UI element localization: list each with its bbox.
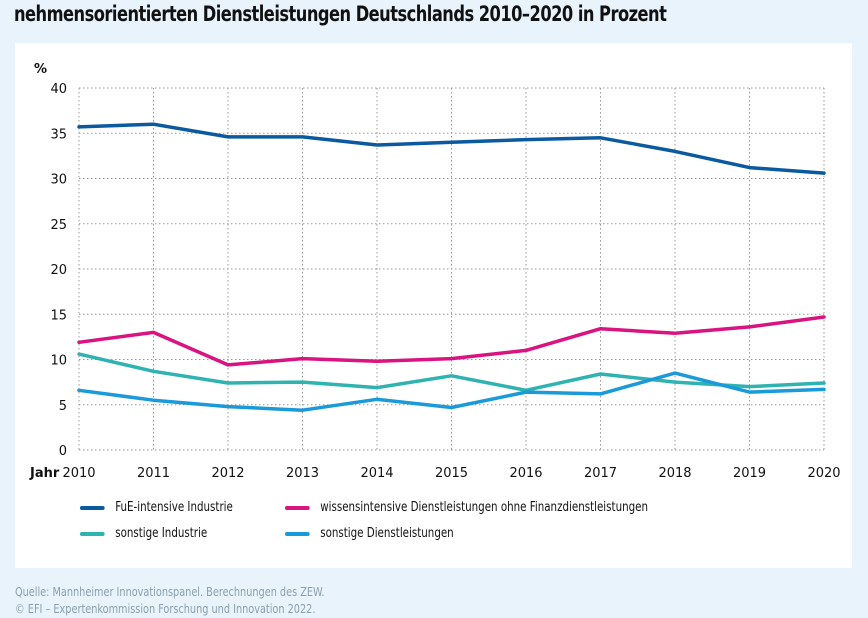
- legend-label: FuE-intensive Industrie: [115, 500, 233, 515]
- legend-label: sonstige Dienstleistungen: [320, 526, 454, 541]
- legend-item-sonstige-industrie: sonstige Industrie: [80, 526, 207, 541]
- source-note: Quelle: Mannheimer Innovationspanel. Ber…: [15, 585, 325, 599]
- x-tick-label: 2012: [211, 466, 244, 481]
- y-tick-label: 5: [59, 399, 67, 414]
- y-tick-label: 10: [50, 354, 67, 369]
- y-axis-ticks: 0 5 10 15 20 25 30 35 40: [50, 82, 67, 459]
- legend-item-fue-industrie: FuE-intensive Industrie: [80, 500, 233, 515]
- y-tick-label: 30: [50, 173, 67, 188]
- legend-item-wissensintensive-dl: wissensintensive Dienstleistungen ohne F…: [285, 500, 648, 515]
- x-tick-label: 2019: [733, 466, 766, 481]
- x-axis-label: Jahr: [29, 466, 60, 481]
- x-tick-label: 2018: [658, 466, 691, 481]
- x-tick-label: 2011: [137, 466, 170, 481]
- x-axis-ticks: 2010 2011 2012 2013 2014 2015 2016 2017 2018 2019…: [62, 466, 840, 481]
- series-line-2: [77, 352, 826, 393]
- y-tick-label: 25: [50, 218, 67, 233]
- copyright-note: © EFI – Expertenkommission Forschung und…: [15, 602, 316, 616]
- series-line-0: [77, 122, 826, 175]
- legend-label: sonstige Industrie: [115, 526, 208, 541]
- y-tick-label: 35: [50, 127, 67, 142]
- x-tick-label: 2016: [509, 466, 542, 481]
- legend-swatch: [80, 531, 105, 536]
- x-tick-label: 2014: [360, 466, 393, 481]
- legend-swatch: [285, 531, 310, 536]
- chart-panel: [15, 43, 852, 568]
- y-tick-label: 20: [50, 263, 67, 278]
- grid: [78, 87, 825, 451]
- chart-title: nehmensorientierten Dienstleistungen Deu…: [14, 2, 667, 26]
- x-tick-label: 2020: [807, 466, 840, 481]
- y-tick-label: 40: [50, 82, 67, 97]
- x-tick-label: 2010: [62, 466, 95, 481]
- y-tick-label: 0: [59, 444, 67, 459]
- legend-swatch: [80, 505, 105, 510]
- y-axis-label: %: [34, 62, 47, 77]
- x-tick-label: 2017: [584, 466, 617, 481]
- x-tick-label: 2013: [286, 466, 319, 481]
- legend-item-sonstige-dl: sonstige Dienstleistungen: [285, 526, 454, 541]
- series-lines: [77, 122, 826, 412]
- footer: Quelle: Mannheimer Innovationspanel. Ber…: [15, 584, 324, 618]
- x-tick-label: 2015: [435, 466, 468, 481]
- y-tick-label: 15: [50, 308, 67, 323]
- legend-swatch: [285, 505, 310, 510]
- series-line-1: [77, 315, 826, 367]
- legend-label: wissensintensive Dienstleistungen ohne F…: [320, 500, 649, 515]
- series-line-3: [77, 371, 826, 412]
